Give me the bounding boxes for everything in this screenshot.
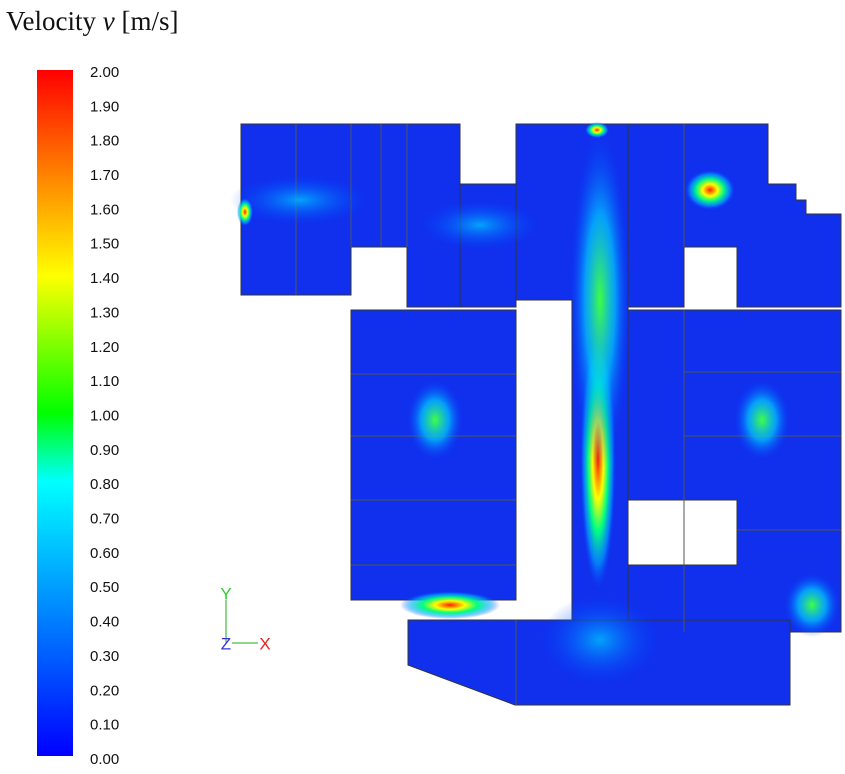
colorbar-tick-label: 1.30	[90, 304, 119, 321]
title-unit: [m/s]	[121, 6, 179, 36]
flow	[734, 380, 790, 460]
title-symbol: v	[102, 6, 115, 36]
title: Velocity v [m/s]	[6, 6, 178, 37]
colorbar-tick-label: 1.90	[90, 98, 119, 115]
partitions	[295, 124, 841, 705]
flow	[540, 595, 660, 685]
flow	[420, 200, 540, 250]
colorbar-tick-label: 2.00	[90, 64, 119, 81]
colorbar-tick-label: 1.70	[90, 167, 119, 184]
inlet	[237, 198, 253, 226]
colorbar-tick-label: 0.90	[90, 442, 119, 459]
colorbar	[37, 70, 73, 756]
flow	[784, 573, 840, 637]
colorbar-tick-label: 0.50	[90, 579, 119, 596]
colorbar-tick-label: 0.10	[90, 717, 119, 734]
colorbar-labels: 2.00 1.90 1.80 1.70 1.60 1.50 1.40 1.30 1.20 1.10…	[90, 64, 119, 768]
flow	[570, 130, 630, 470]
colorbar-tick-label: 0.30	[90, 648, 119, 665]
colorbar-tick-label: 1.00	[90, 407, 119, 424]
axis-triad: Y Z X	[220, 584, 270, 653]
velocity-field	[230, 122, 840, 685]
axis-label: Y	[220, 584, 231, 603]
colorbar-tick-label: 1.20	[90, 339, 119, 356]
axis-label: Z	[221, 634, 231, 653]
colorbar-tick-label: 0.80	[90, 476, 119, 493]
room-block	[627, 123, 842, 308]
flow	[230, 175, 370, 225]
colorbar-tick-label: 0.20	[90, 682, 119, 699]
flow	[685, 170, 735, 210]
colorbar-tick-label: 1.40	[90, 270, 119, 287]
room-block	[627, 309, 842, 633]
colorbar-tick-label: 1.50	[90, 236, 119, 253]
colorbar-tick-label: 1.10	[90, 373, 119, 390]
jet	[400, 591, 500, 619]
axis-label: X	[259, 634, 270, 653]
title-prefix: Velocity	[6, 6, 96, 36]
colorbar-tick-label: 0.40	[90, 614, 119, 631]
colorbar-tick-label: 0.60	[90, 545, 119, 562]
colorbar-tick-label: 0.00	[90, 751, 119, 768]
flow	[407, 380, 463, 460]
colorbar-tick-label: 0.70	[90, 511, 119, 528]
colorbar-tick-label: 1.60	[90, 201, 119, 218]
colorbar-tick-label: 1.80	[90, 133, 119, 150]
inlet	[585, 122, 609, 138]
